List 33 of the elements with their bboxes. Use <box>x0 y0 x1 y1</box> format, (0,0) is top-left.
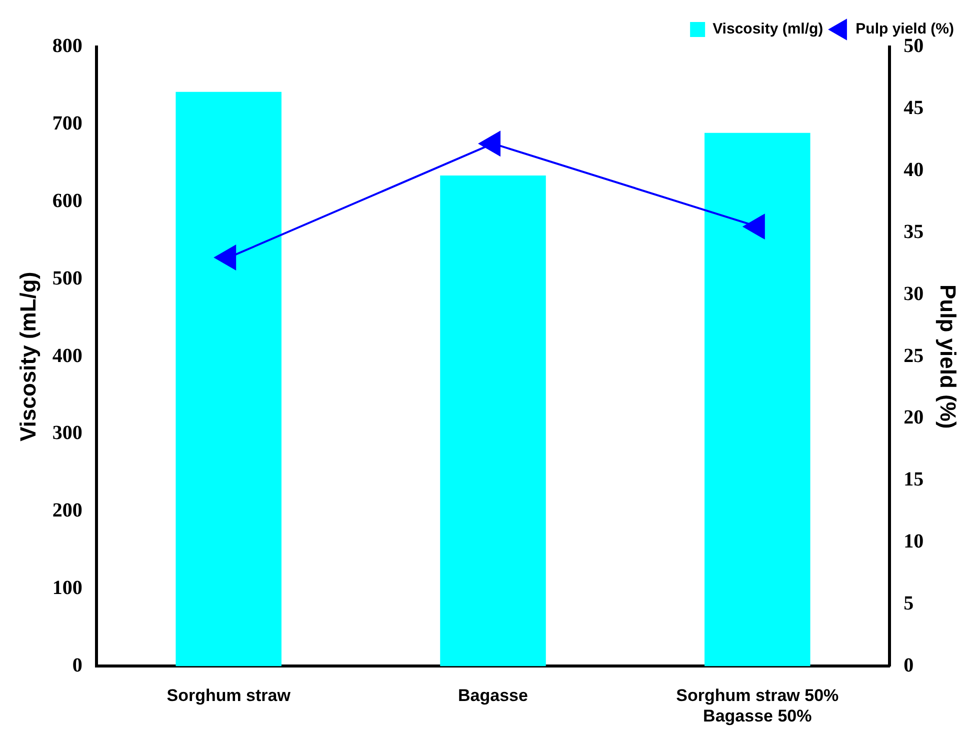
y-tick-label: 500 <box>52 267 82 290</box>
point <box>214 245 236 270</box>
y-axis-title: Viscosity (mL/g) <box>15 272 40 442</box>
bar <box>704 132 810 666</box>
y-tick-label: 800 <box>52 35 82 58</box>
y-tick-label: 400 <box>52 344 82 367</box>
y2-tick-label: 0 <box>904 654 914 676</box>
y-tick-label: 100 <box>52 576 82 599</box>
y2-tick-label: 5 <box>904 592 914 614</box>
y2-tick-label: 25 <box>904 344 924 367</box>
legend-label: Viscosity (ml/g) <box>712 20 824 38</box>
y2-tick-label: 10 <box>904 530 924 553</box>
y2-tick-label: 35 <box>904 220 924 243</box>
bar <box>440 175 546 666</box>
legend-label: Pulp yield (%) <box>856 20 954 38</box>
y2-tick-label: 40 <box>904 159 924 182</box>
y2-axis-title: Pulp yield (%) <box>936 284 961 429</box>
y-tick-label: 200 <box>52 500 82 522</box>
point <box>743 214 765 239</box>
y-tick-label: 300 <box>52 422 82 444</box>
y2-tick-label: 20 <box>904 406 924 429</box>
point <box>479 131 500 156</box>
y2-tick-label: 30 <box>904 282 924 305</box>
bar <box>176 92 282 666</box>
x-tick-label: Sorghum straw 50% Bagasse 50% <box>676 686 839 726</box>
y-tick-label: 0 <box>72 654 82 676</box>
y-tick-label: 600 <box>52 190 82 212</box>
y2-tick-label: 50 <box>904 35 924 58</box>
x-tick-label: Bagasse <box>458 686 528 706</box>
y2-tick-label: 45 <box>904 97 924 120</box>
x-tick-label: Sorghum straw <box>166 686 292 706</box>
y2-tick-label: 15 <box>904 468 924 491</box>
y-tick-label: 700 <box>52 112 82 135</box>
